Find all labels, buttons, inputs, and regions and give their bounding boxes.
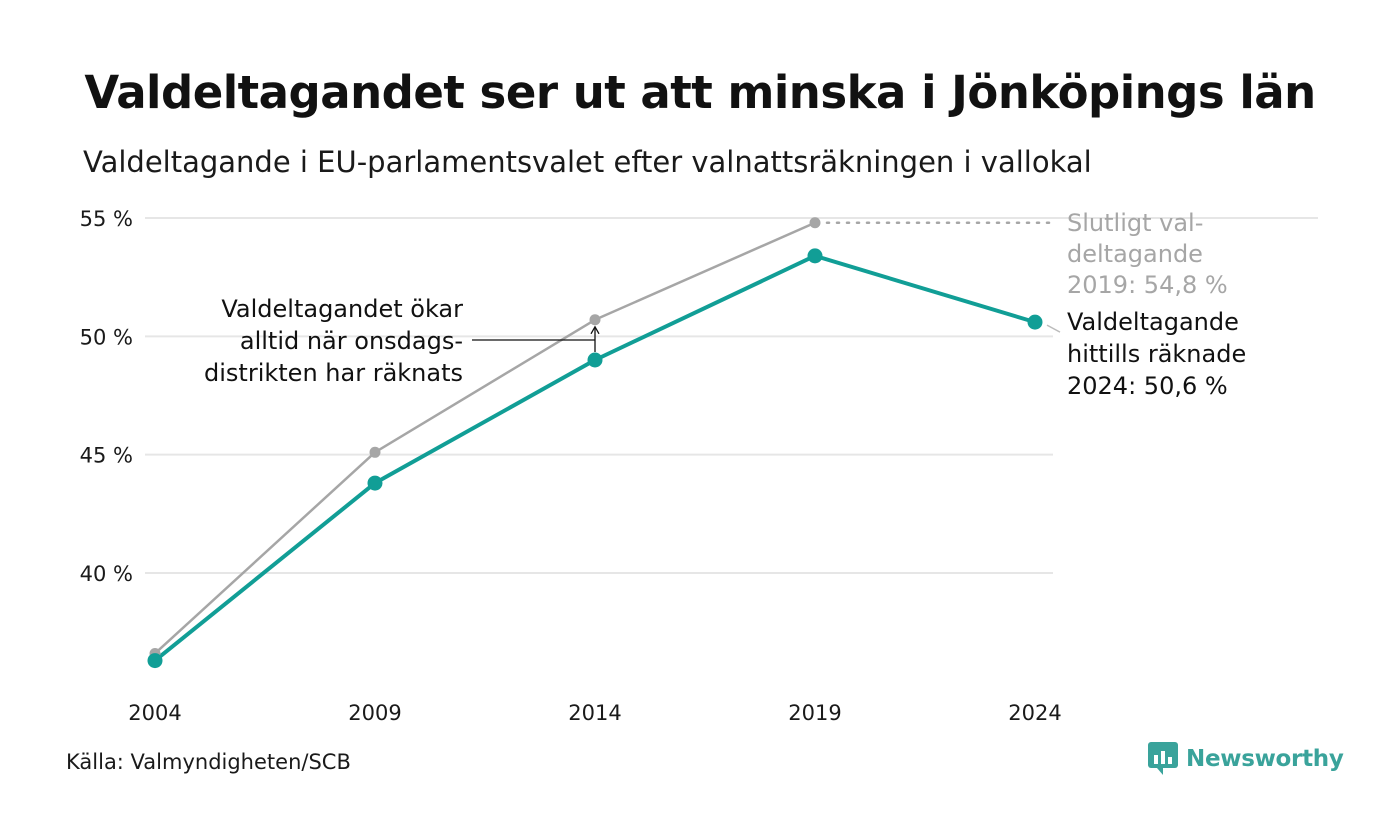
newsworthy-logo-icon	[1148, 742, 1178, 775]
y-tick-label: 45 %	[80, 444, 133, 468]
final-turnout-point	[369, 446, 381, 458]
x-tick-label: 2014	[568, 701, 621, 725]
x-tick-label: 2019	[788, 701, 841, 725]
annotations: Slutligt val-deltagande 2019: 54,8 % Valde…	[204, 209, 1246, 400]
counted-turnout-point	[1027, 314, 1043, 330]
source-note: Källa: Valmyndigheten/SCB	[66, 750, 351, 774]
grid-lines	[145, 217, 1318, 574]
counted-label-leader	[1046, 324, 1061, 333]
y-axis-ticks: 40 % 45 % 50 % 55 %	[80, 207, 133, 586]
note-label: Valdeltagandet ökar	[221, 295, 463, 323]
counted-label: hittills räknade	[1067, 340, 1246, 368]
chart-subtitle: Valdeltagande i EU-parlamentsvalet efter…	[83, 145, 1092, 179]
final-turnout-point	[589, 314, 601, 326]
x-tick-label: 2004	[128, 701, 181, 725]
chart-title: Valdeltagandet ser ut att minska i Jönkö…	[84, 66, 1316, 119]
x-axis-ticks: 2004 2009 2014 2019 2024	[128, 701, 1061, 725]
final-label: Slutligt val-	[1067, 209, 1203, 237]
series-points	[147, 217, 1043, 669]
counted-turnout-point	[367, 475, 383, 491]
counted-turnout-point	[807, 248, 823, 264]
note-label: alltid när onsdags-	[240, 327, 463, 355]
y-tick-label: 40 %	[80, 562, 133, 586]
counted-label: Valdeltagande	[1067, 308, 1239, 336]
x-tick-label: 2009	[348, 701, 401, 725]
counted-label: 2024: 50,6 %	[1067, 372, 1228, 400]
counted-turnout-point	[587, 352, 603, 368]
final-turnout-point	[809, 217, 821, 229]
brand-logo: Newsworthy	[1148, 742, 1344, 776]
series-lines	[153, 221, 1037, 663]
final-turnout-line	[153, 221, 817, 655]
y-tick-label: 50 %	[80, 325, 133, 349]
y-tick-label: 55 %	[80, 207, 133, 231]
final-label: deltagande	[1067, 240, 1203, 268]
note-label: distrikten har räknats	[204, 359, 463, 387]
counted-turnout-point	[147, 653, 163, 669]
x-tick-label: 2024	[1008, 701, 1061, 725]
brand-name: Newsworthy	[1186, 746, 1344, 772]
note-arrowhead	[590, 325, 600, 335]
final-label: 2019: 54,8 %	[1067, 271, 1228, 299]
